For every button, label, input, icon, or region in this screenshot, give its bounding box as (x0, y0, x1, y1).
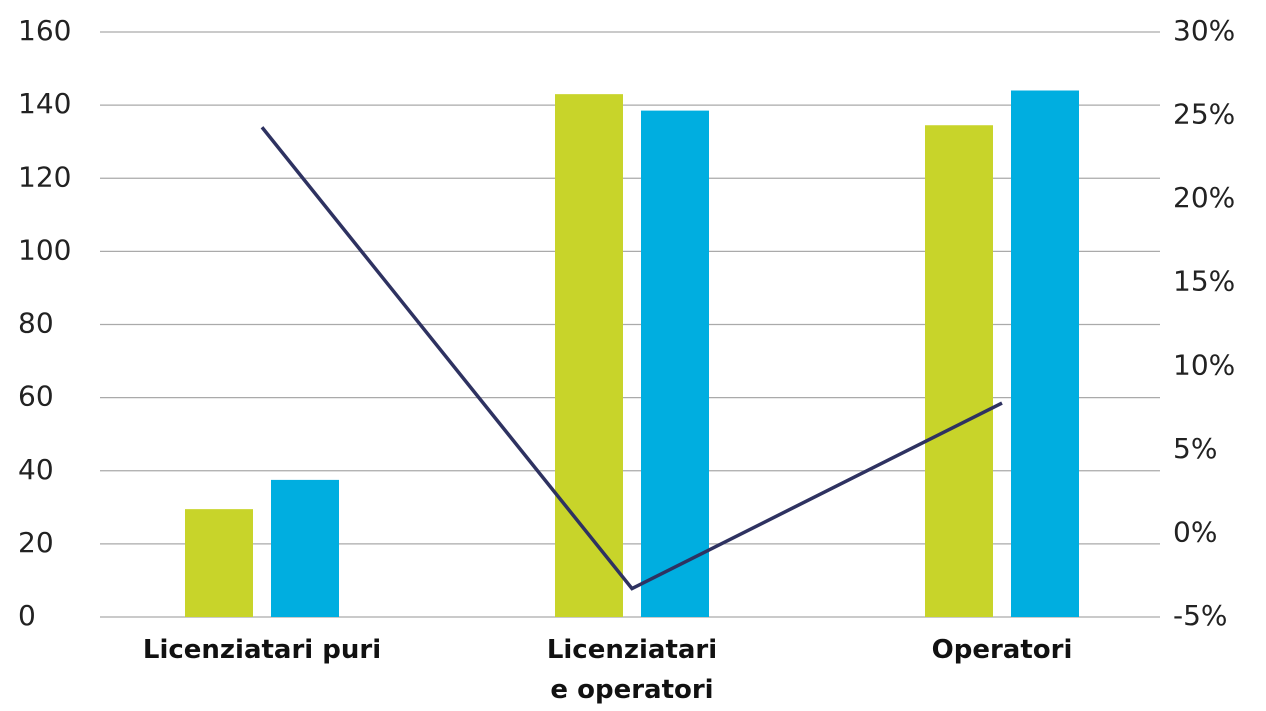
y-tick-label: 40 (18, 453, 54, 486)
y2-tick-label: 10% (1173, 348, 1235, 381)
y-tick-label: 140 (18, 87, 71, 120)
y-tick-label: 60 (18, 380, 54, 413)
bar (641, 110, 709, 617)
y2-tick-label: -5% (1173, 599, 1228, 632)
y2-tick-label: 15% (1173, 265, 1235, 298)
bar (555, 94, 623, 617)
y-tick-label: 100 (18, 233, 71, 266)
bar (271, 479, 339, 617)
y-tick-label: 160 (18, 14, 71, 47)
y-tick-label: 0 (18, 599, 36, 632)
y-tick-label: 120 (18, 160, 71, 193)
x-tick-label: Licenziatari puri (142, 635, 382, 665)
y2-tick-label: 20% (1173, 181, 1235, 214)
bar (185, 509, 253, 617)
bar (1011, 90, 1079, 617)
y2-tick-label: 25% (1173, 98, 1235, 131)
y2-tick-label: 5% (1173, 432, 1217, 465)
y2-tick-label: 30% (1173, 14, 1235, 47)
bar (925, 125, 993, 617)
x-tick-label: Licenziatari e operatori (546, 635, 718, 705)
y2-tick-label: 0% (1173, 515, 1217, 548)
y-tick-label: 80 (18, 307, 54, 340)
y-tick-label: 20 (18, 526, 54, 559)
x-tick-label: Operatori (931, 635, 1073, 665)
line (260, 126, 1003, 591)
